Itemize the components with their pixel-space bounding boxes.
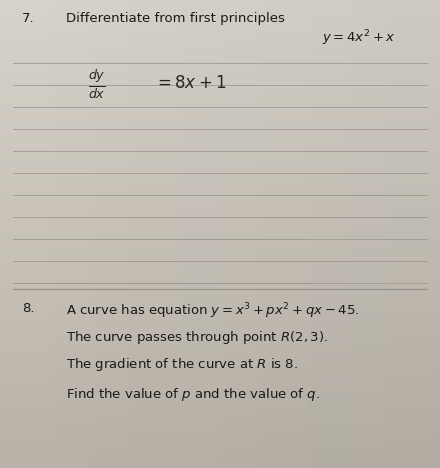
Text: The gradient of the curve at $R$ is 8.: The gradient of the curve at $R$ is 8. [66,356,298,373]
Text: A curve has equation $y = x^3 + px^2 + qx - 45$.: A curve has equation $y = x^3 + px^2 + q… [66,302,359,322]
Text: The curve passes through point $R(2, 3)$.: The curve passes through point $R(2, 3)$… [66,329,328,346]
Text: $\frac{dy}{dx}$: $\frac{dy}{dx}$ [88,69,106,102]
Text: Differentiate from first principles: Differentiate from first principles [66,12,285,25]
Text: 7.: 7. [22,12,35,25]
Text: Find the value of $p$ and the value of $q$.: Find the value of $p$ and the value of $… [66,386,320,403]
Text: $y = 4x^2 + x$: $y = 4x^2 + x$ [322,28,396,48]
Text: 8.: 8. [22,302,34,315]
Text: $= 8x + 1$: $= 8x + 1$ [154,74,226,92]
